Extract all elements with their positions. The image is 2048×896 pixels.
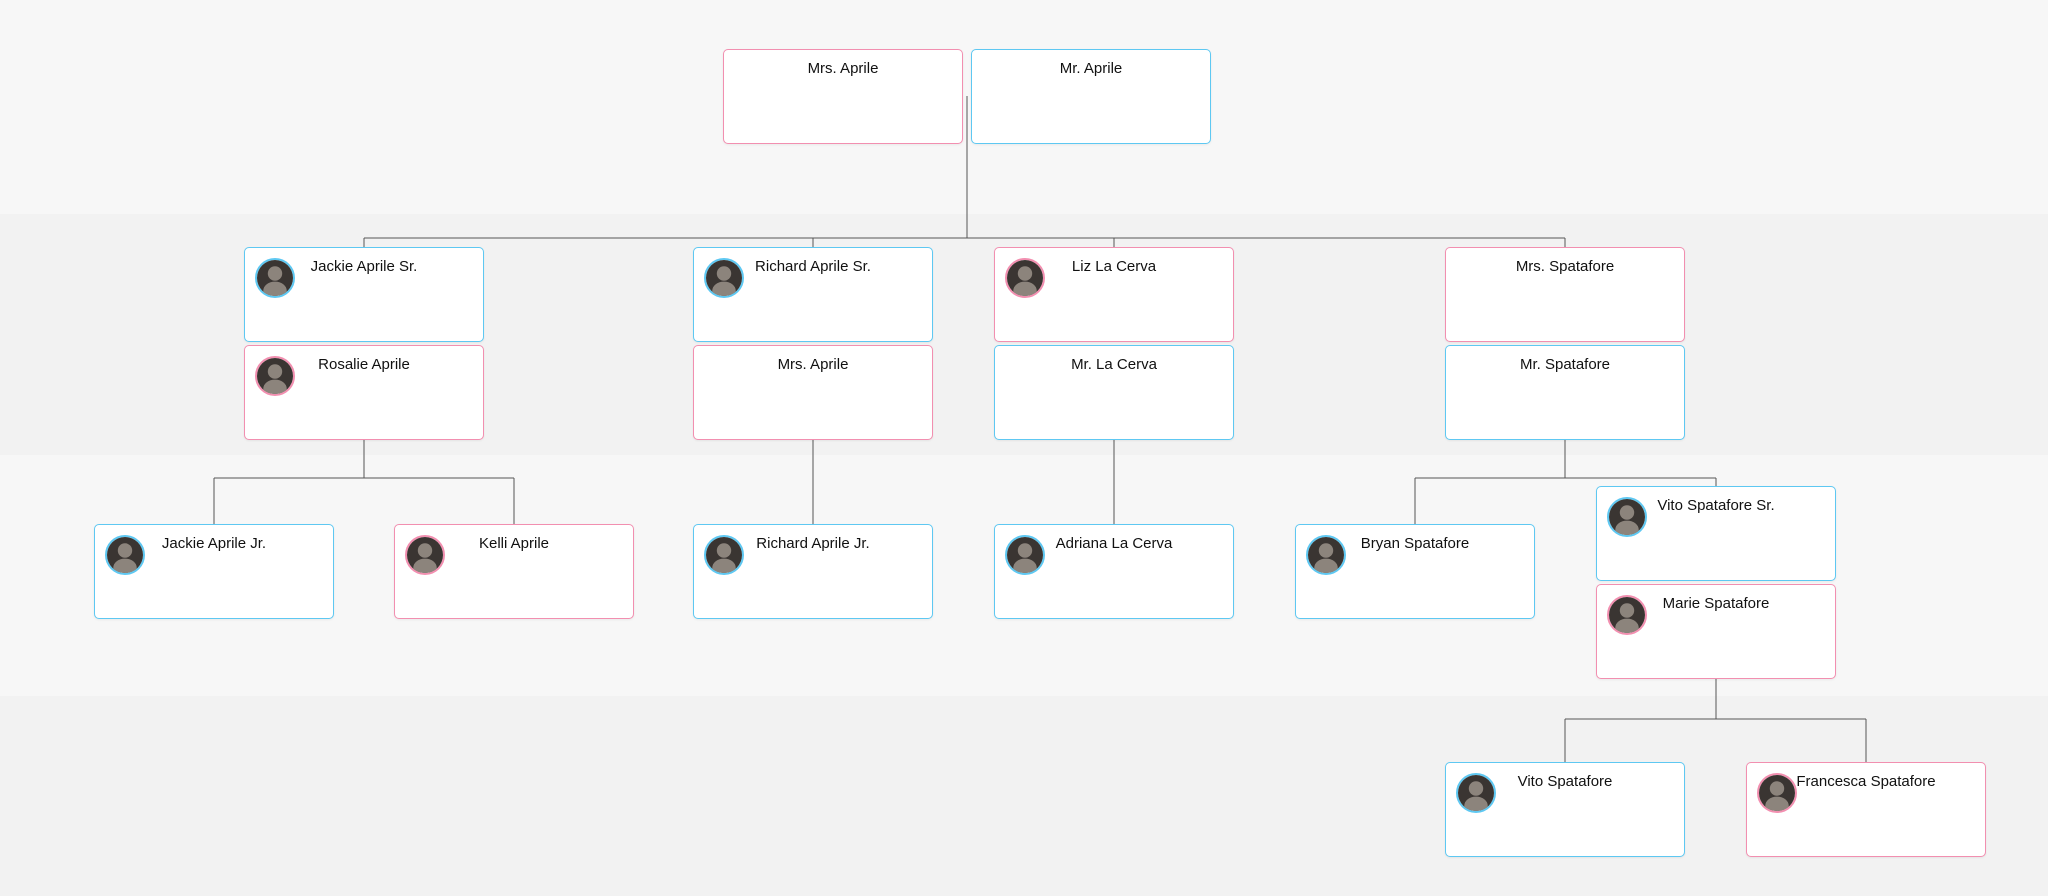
avatar [1757,773,1797,813]
person-node[interactable]: Marie Spatafore [1596,584,1836,679]
person-node[interactable]: Francesca Spatafore [1746,762,1986,857]
avatar [405,535,445,575]
person-name: Mr. La Cerva [995,356,1233,373]
person-node[interactable]: Jackie Aprile Jr. [94,524,334,619]
person-node[interactable]: Vito Spatafore [1445,762,1685,857]
person-node[interactable]: Richard Aprile Sr. [693,247,933,342]
person-node[interactable]: Rosalie Aprile [244,345,484,440]
person-node[interactable]: Mrs. Spatafore [1445,247,1685,342]
person-node[interactable]: Jackie Aprile Sr. [244,247,484,342]
person-node[interactable]: Liz La Cerva [994,247,1234,342]
person-name: Mrs. Aprile [724,60,962,77]
person-node[interactable]: Adriana La Cerva [994,524,1234,619]
person-name: Mrs. Spatafore [1446,258,1684,275]
person-node[interactable]: Bryan Spatafore [1295,524,1535,619]
family-tree-canvas: Mrs. Aprile Mr. Aprile Jackie Aprile Sr. R… [0,0,2048,896]
avatar [1005,535,1045,575]
person-node[interactable]: Mrs. Aprile [693,345,933,440]
avatar [105,535,145,575]
person-name: Mr. Aprile [972,60,1210,77]
avatar [704,258,744,298]
avatar [1005,258,1045,298]
avatar [255,356,295,396]
avatar [704,535,744,575]
person-node[interactable]: Mr. Aprile [971,49,1211,144]
person-name: Mrs. Aprile [694,356,932,373]
person-node[interactable]: Mr. Spatafore [1445,345,1685,440]
person-node[interactable]: Mrs. Aprile [723,49,963,144]
avatar [255,258,295,298]
person-node[interactable]: Kelli Aprile [394,524,634,619]
avatar [1306,535,1346,575]
person-name: Mr. Spatafore [1446,356,1684,373]
person-node[interactable]: Richard Aprile Jr. [693,524,933,619]
person-node[interactable]: Mr. La Cerva [994,345,1234,440]
person-node[interactable]: Vito Spatafore Sr. [1596,486,1836,581]
generation-band [0,696,2048,896]
avatar [1607,497,1647,537]
avatar [1456,773,1496,813]
avatar [1607,595,1647,635]
